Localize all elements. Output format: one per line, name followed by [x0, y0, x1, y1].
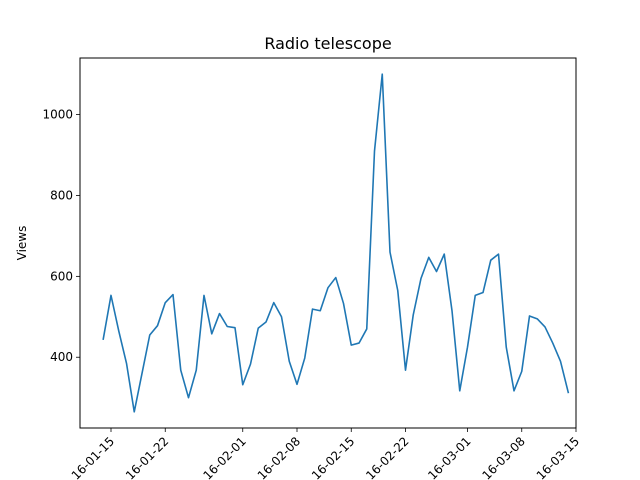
y-tick-label: 600 — [50, 269, 73, 283]
y-axis-label: Views — [15, 226, 29, 261]
y-tick-label: 800 — [50, 188, 73, 202]
plot-area — [102, 73, 570, 413]
y-tick-label: 400 — [50, 350, 73, 364]
chart-title: Radio telescope — [264, 34, 391, 53]
y-tick-label: 1000 — [42, 108, 73, 122]
y-axis: 400 600 800 1000 — [42, 108, 80, 364]
series-line — [102, 73, 570, 413]
axes-frame — [79, 57, 577, 429]
